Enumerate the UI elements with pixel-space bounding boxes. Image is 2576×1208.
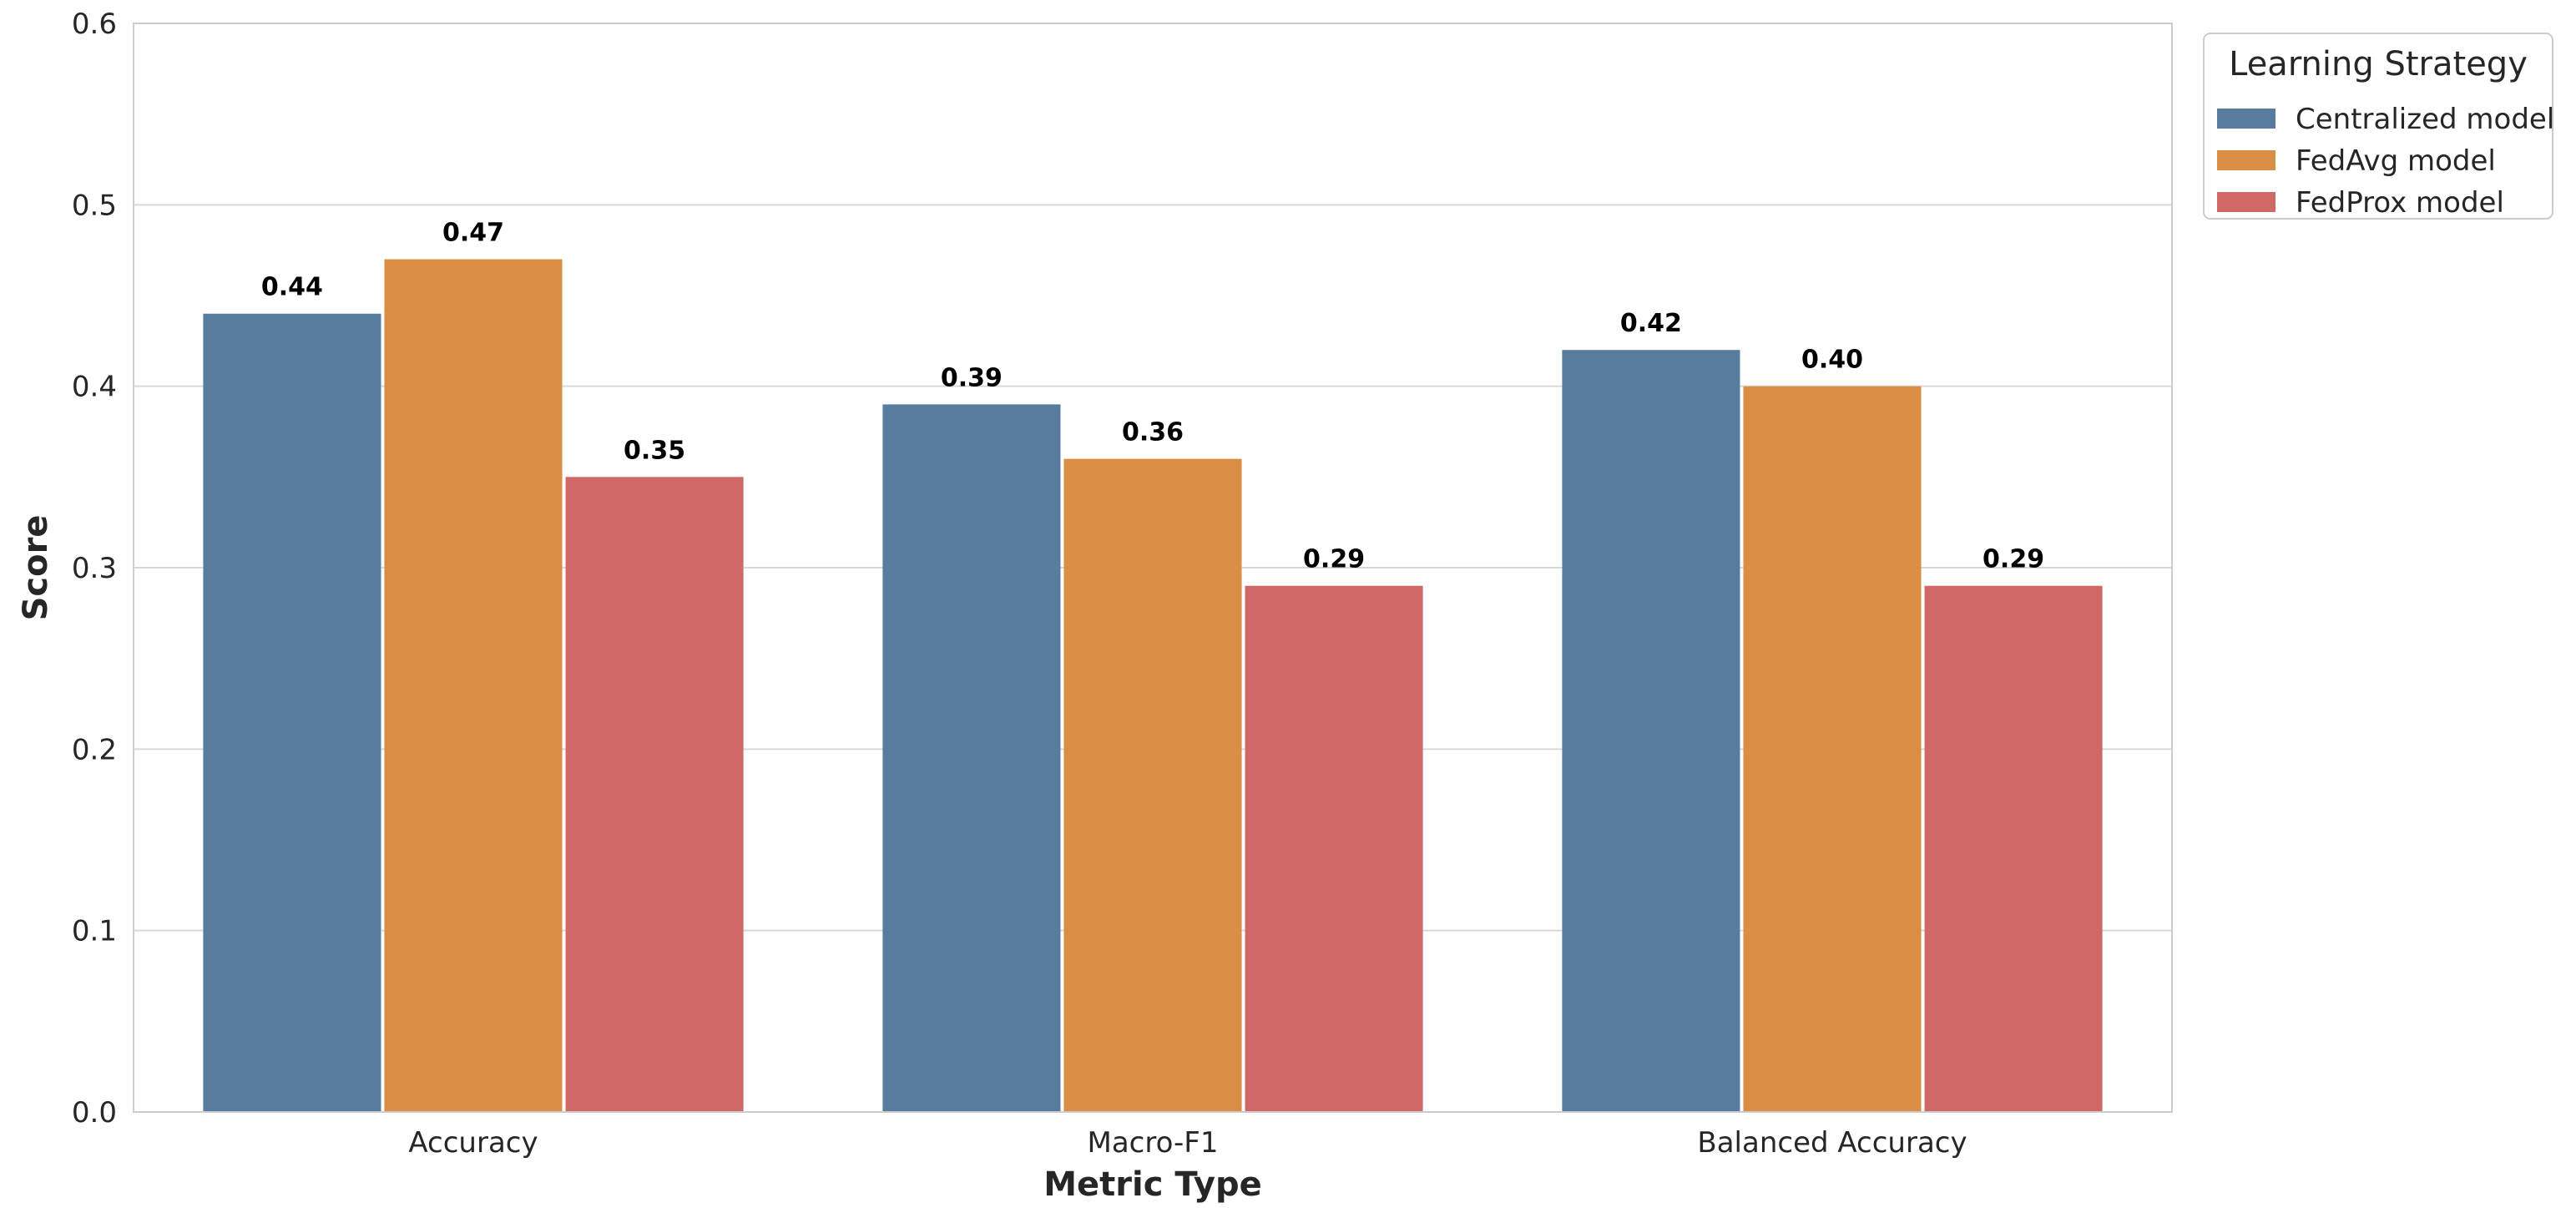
bar-value-label: 0.44 — [261, 273, 323, 302]
legend-items: Centralized model FedAvg model FedProx mod… — [2217, 103, 2554, 220]
y-tick-label: 0.3 — [72, 552, 117, 585]
bar-centralized-model — [1562, 350, 1740, 1112]
bar-centralized-model — [203, 313, 381, 1112]
bar-value-label: 0.47 — [442, 219, 504, 248]
x-tick-label: Accuracy — [408, 1126, 538, 1160]
y-axis-title: Score — [17, 515, 55, 621]
bar-value-label: 0.29 — [1303, 545, 1365, 574]
legend-box — [2203, 33, 2553, 220]
legend-swatch — [2217, 192, 2275, 212]
bar-fedavg-model — [384, 259, 563, 1112]
y-tick-label: 0.2 — [72, 733, 117, 766]
x-axis-title: Metric Type — [1043, 1165, 1262, 1204]
bar-fedprox-model — [1245, 585, 1423, 1112]
bar-value-label: 0.35 — [624, 436, 685, 465]
legend-swatch — [2217, 109, 2275, 129]
y-tick-label: 0.6 — [72, 8, 117, 41]
y-axis-ticks: 0.0 0.1 0.2 0.3 0.4 0.5 0.6 — [72, 8, 117, 1130]
bar-value-label: 0.29 — [1983, 545, 2044, 574]
y-tick-label: 0.1 — [72, 915, 117, 948]
x-axis-ticks: Accuracy Macro-F1 Balanced Accuracy — [408, 1126, 1967, 1160]
bars — [203, 259, 2103, 1113]
bar-value-labels: 0.44 0.39 0.42 0.47 0.36 0.40 0.35 0.29 0.29 — [261, 219, 2044, 574]
bar-value-label: 0.40 — [1801, 346, 1863, 375]
bar-fedprox-model — [1924, 585, 2103, 1112]
legend-label: Centralized model — [2296, 103, 2554, 136]
y-tick-label: 0.5 — [72, 189, 117, 222]
bar-fedavg-model — [1063, 458, 1242, 1112]
plot-frame — [133, 23, 2173, 1113]
bar-value-label: 0.39 — [941, 363, 1003, 392]
bar-fedavg-model — [1743, 386, 1922, 1113]
bar-value-label: 0.36 — [1122, 418, 1184, 447]
legend-title: Learning Strategy — [2229, 45, 2528, 83]
bar-value-label: 0.42 — [1620, 309, 1682, 338]
x-tick-label: Balanced Accuracy — [1697, 1126, 1967, 1160]
legend-label: FedProx model — [2296, 186, 2504, 220]
x-tick-label: Macro-F1 — [1088, 1126, 1219, 1160]
legend-label: FedAvg model — [2296, 144, 2496, 178]
y-tick-label: 0.0 — [72, 1096, 117, 1130]
y-tick-label: 0.4 — [72, 371, 117, 404]
bar-fedprox-model — [565, 477, 744, 1112]
legend-swatch — [2217, 150, 2275, 170]
bar-centralized-model — [882, 404, 1061, 1112]
legend: Learning Strategy Centralized model FedAv… — [2203, 33, 2554, 220]
